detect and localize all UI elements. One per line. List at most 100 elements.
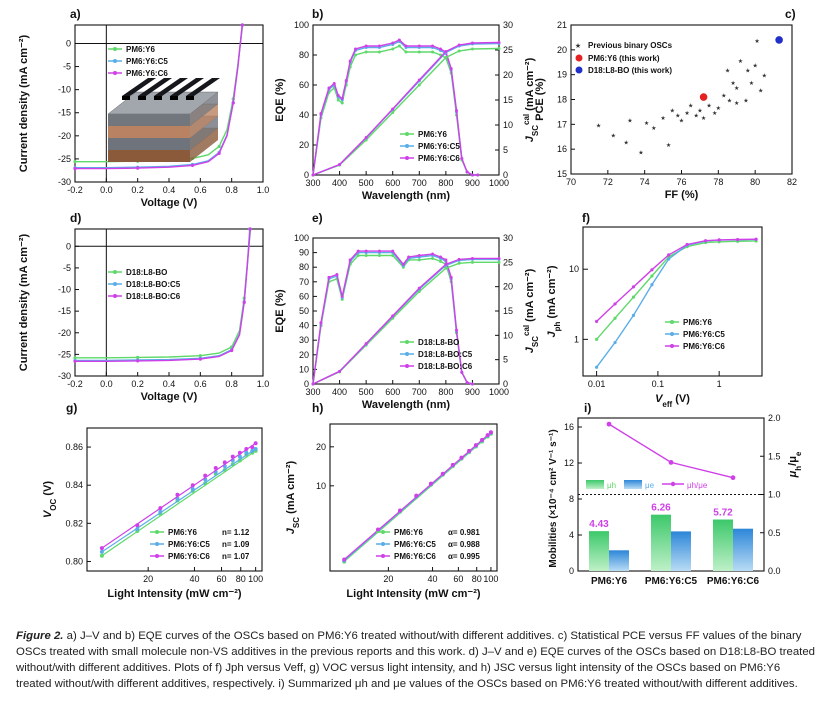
previous-osc-point-24: ★ (738, 58, 743, 65)
x-tick-label-a-4: 0.6 (194, 185, 207, 195)
legend-swatch-mu-h (586, 480, 604, 489)
previous-osc-point-20: ★ (721, 93, 726, 100)
integrated-jsc-point-b-2-0 (311, 173, 315, 177)
y2-tick-label-e-2: 10 (503, 330, 513, 340)
legend-label-f-2: PM6:Y6:C6 (683, 342, 725, 351)
previous-osc-point-16: ★ (701, 115, 706, 122)
data-point-h-2-11 (485, 433, 490, 438)
legend-label-c-1: PM6:Y6 (this work) (588, 54, 660, 63)
y2-tick-label-e-6: 30 (503, 233, 513, 243)
legend-label-a-1: PM6:Y6:C5 (126, 57, 168, 66)
eqe-point-b-2-8 (354, 47, 358, 51)
category-label-i-0: PM6:Y6 (591, 576, 628, 587)
jph-point-2-5 (685, 242, 689, 247)
eqe-point-e-0-6 (356, 254, 360, 258)
inset-layer-side-3 (190, 92, 218, 126)
panel-label-b: b) (312, 7, 323, 21)
x-axis-label-c: FF (%) (665, 189, 699, 201)
plot-frame-f (582, 226, 763, 377)
y-tick-label-a-0: 0 (66, 38, 71, 48)
eqe-point-e-2-17 (454, 328, 458, 332)
x-tick-label-g-0: 20 (143, 574, 153, 584)
jph-point-2-7 (717, 238, 721, 242)
integrated-jsc-point-b-2-5 (444, 50, 448, 53)
jph-curve-2 (596, 238, 757, 322)
legend-marker-h-0 (381, 530, 385, 534)
integrated-jsc-curve-b-0 (312, 47, 500, 176)
inset-layer-front-1 (108, 138, 190, 150)
integrated-jsc-point-e-2-7 (470, 256, 474, 260)
x-tick-label-c-2: 74 (640, 177, 650, 187)
x-axis-label-f-part: V (655, 393, 664, 405)
x-tick-label-c-1: 72 (603, 177, 613, 187)
y-tick-label-f-0: 1 (574, 334, 579, 344)
data-point-h-2-10 (480, 437, 485, 442)
eqe-point-e-2-10 (401, 262, 405, 266)
y2-tick-label-e-1: 5 (503, 355, 508, 365)
jph-point-1-0 (594, 365, 599, 369)
inset-layer-front-0 (108, 150, 190, 162)
eqe-point-b-2-6 (344, 79, 348, 82)
jv-point-d-2-4 (198, 357, 202, 361)
x-tick-label-a-6: 1.0 (257, 185, 270, 195)
eqe-point-b-2-23 (476, 173, 480, 177)
y-tick-label-c-5: 20 (557, 45, 567, 55)
eqe-point-b-2-18 (449, 67, 453, 70)
x-axis-label-d: Voltage (V) (141, 391, 198, 403)
inset-layer-side-2 (190, 104, 218, 138)
y-axis-label-f-part: J (546, 331, 558, 338)
integrated-jsc-point-b-0-6 (457, 49, 461, 53)
eqe-point-e-2-11 (407, 255, 411, 259)
x-tick-label-b-7: 1000 (489, 178, 509, 188)
legend-marker-a-2 (113, 71, 117, 75)
bar-mu-h-1 (651, 514, 671, 571)
inset-electrode-front-1 (138, 96, 146, 100)
y-axis-label-h: JSC (mA cm⁻²) (285, 460, 301, 534)
eqe-point-b-0-12 (397, 44, 401, 48)
integrated-jsc-point-b-2-8 (497, 41, 501, 44)
inset-electrode-front-3 (170, 96, 178, 100)
eqe-curve-b-2 (312, 39, 478, 176)
eqe-point-b-0-5 (340, 101, 344, 105)
x-axis-label-a: Voltage (V) (141, 197, 198, 209)
legend-marker-b-0 (405, 132, 409, 136)
eqe-point-b-2-7 (348, 59, 352, 63)
data-point-g-2-2 (158, 506, 163, 511)
legend-label-h-0: PM6:Y6 (394, 528, 423, 537)
x-tick-label-g-3: 80 (236, 574, 246, 584)
y-tick-label-b-4: 80 (299, 50, 309, 60)
legend-marker-a-0 (113, 47, 117, 51)
eqe-point-e-2-5 (348, 258, 352, 262)
data-point-h-2-9 (473, 443, 478, 448)
previous-osc-point-5: ★ (644, 120, 649, 127)
x-tick-label-c-6: 82 (787, 177, 797, 187)
legend-marker-f-1 (670, 332, 674, 336)
y-tick-label-i-4: 16 (564, 422, 574, 432)
legend-marker-b-1 (405, 144, 409, 148)
legend-marker-e-0 (405, 340, 409, 344)
y2-tick-label-b-0: 0 (503, 170, 508, 180)
x-tick-label-c-3: 76 (676, 177, 686, 187)
legend-label-f-0: PM6:Y6 (683, 318, 712, 327)
previous-osc-point-11: ★ (679, 117, 684, 124)
integrated-jsc-point-b-2-7 (470, 41, 474, 45)
y2-axis-label-i-part: e (794, 451, 803, 456)
previous-osc-point-15: ★ (697, 107, 702, 114)
jph-point-1-1 (613, 340, 617, 345)
legend-label-g-1: PM6:Y6:C5 (168, 540, 210, 549)
x-tick-label-b-2: 500 (359, 178, 374, 188)
ratio-point-0 (606, 421, 612, 427)
y-tick-label-a-5: -25 (58, 154, 71, 164)
legend-marker-g-2 (155, 554, 159, 558)
eqe-point-b-2-5 (340, 97, 344, 100)
data-point-g-1-0 (99, 549, 104, 554)
data-point-h-2-8 (467, 448, 472, 453)
jph-point-2-9 (754, 237, 758, 241)
eqe-point-e-2-18 (460, 370, 464, 374)
category-label-i-1: PM6:Y6:C5 (645, 576, 698, 587)
previous-osc-point-14: ★ (694, 112, 699, 119)
legend-label-d-1: D18:L8-BO:C5 (126, 280, 181, 289)
y-tick-label-b-1: 20 (299, 140, 309, 150)
eqe-point-b-2-4 (336, 94, 340, 97)
bar-mu-e-0 (609, 550, 629, 571)
